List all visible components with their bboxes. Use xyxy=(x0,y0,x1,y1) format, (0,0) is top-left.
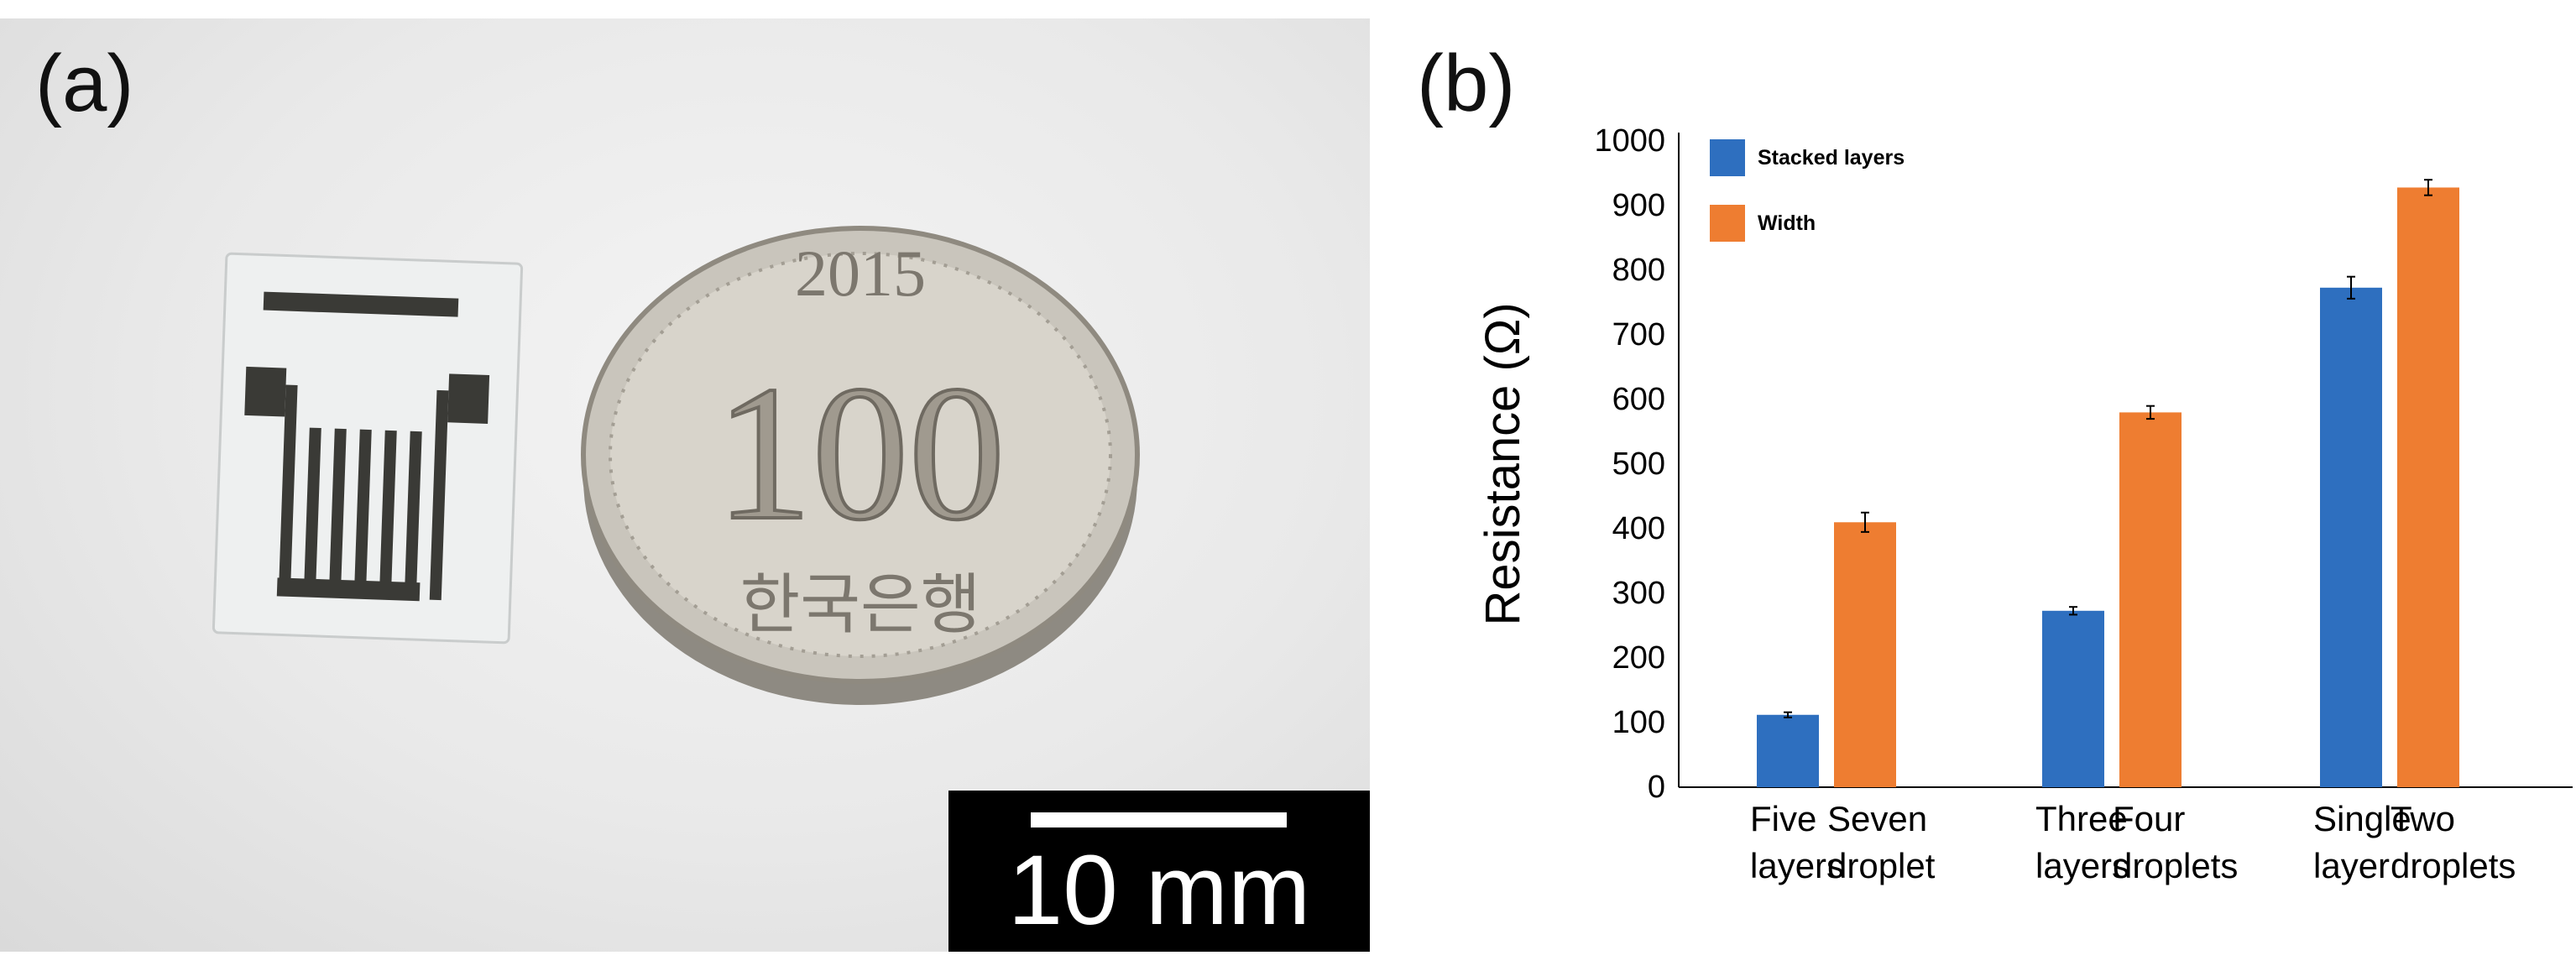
coin-value: 100 xyxy=(716,346,1006,560)
photo-illustration: 2015 100 한국은행 xyxy=(212,226,1140,705)
y-axis-label: Resistance (Ω) xyxy=(1476,302,1530,625)
y-tick-label: 100 xyxy=(1612,705,1665,740)
photo-panel: 2015 100 한국은행 10 mm xyxy=(0,18,1370,952)
x-tick-label: droplet xyxy=(1827,846,1936,885)
coin: 2015 100 한국은행 xyxy=(581,226,1140,705)
y-tick-label: 200 xyxy=(1612,640,1665,676)
bar xyxy=(2119,412,2182,787)
x-tick-label: Single xyxy=(2313,799,2411,838)
legend-label: Stacked layers xyxy=(1758,146,1905,170)
y-tick-label: 500 xyxy=(1612,446,1665,482)
legend-swatch xyxy=(1710,205,1745,242)
bar xyxy=(1834,522,1896,787)
resistance-bar-chart: 0 100 200 300 400 500 600 700 800 900 1000 Resistan… xyxy=(1427,0,2576,971)
x-tick-label: Three xyxy=(2035,799,2128,838)
bar xyxy=(2042,610,2104,787)
scale-bar-label: 10 mm xyxy=(1007,835,1311,946)
y-tick-label: 400 xyxy=(1612,511,1665,546)
coin-text: 한국은행 xyxy=(739,567,980,643)
y-tick-label: 700 xyxy=(1612,317,1665,352)
panel-label-a: (a) xyxy=(35,39,134,128)
x-tick-label: layers xyxy=(2035,846,2129,885)
x-tick-label: layer xyxy=(2313,846,2390,885)
bar xyxy=(2397,187,2459,787)
x-tick-label: Seven xyxy=(1827,799,1927,838)
scale-bar-box: 10 mm xyxy=(948,791,1370,952)
panel-label-b: (b) xyxy=(1417,39,1516,128)
y-tick-label: 1000 xyxy=(1594,123,1665,159)
bar xyxy=(1757,714,1819,787)
bar xyxy=(2320,287,2382,787)
coin-year: 2015 xyxy=(795,237,926,310)
chart-canvas: 0 100 200 300 400 500 600 700 800 900 1000 Resistan… xyxy=(1476,123,2573,885)
x-tick-label: layers xyxy=(1750,846,1844,885)
legend-swatch xyxy=(1710,139,1745,176)
scale-bar xyxy=(1031,812,1287,827)
x-tick-label: droplets xyxy=(2391,846,2516,885)
y-tick-label: 300 xyxy=(1612,576,1665,611)
y-tick-label: 0 xyxy=(1648,770,1665,805)
y-tick-label: 600 xyxy=(1612,382,1665,417)
y-tick-label: 900 xyxy=(1612,188,1665,223)
y-tick-label: 800 xyxy=(1612,253,1665,288)
legend-label: Width xyxy=(1758,211,1816,235)
x-tick-label: Two xyxy=(2391,799,2455,838)
x-tick-label: droplets xyxy=(2113,846,2238,885)
x-tick-label: Four xyxy=(2113,799,2185,838)
x-tick-label: Five xyxy=(1750,799,1816,838)
sensor-chip xyxy=(212,252,524,645)
